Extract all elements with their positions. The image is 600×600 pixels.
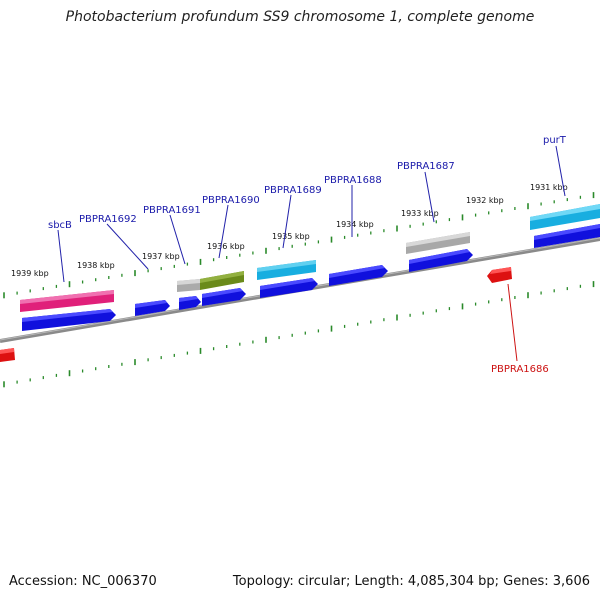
kbp-label-1931: 1931 kbp (530, 183, 568, 192)
kbp-label-1938: 1938 kbp (77, 261, 115, 270)
feature-purT-box[interactable] (530, 204, 600, 230)
gene-label-purT[interactable]: purT (543, 135, 567, 146)
gene-leader-lines (57, 145, 566, 283)
gene-label-pbpra1690[interactable]: PBPRA1690 (202, 195, 260, 206)
feature-pbpra1689-box[interactable] (257, 260, 316, 280)
kbp-label-1936: 1936 kbp (207, 242, 245, 251)
genome-summary-text: Topology: circular; Length: 4,085,304 bp… (232, 574, 590, 589)
gene-label-pbpra1687[interactable]: PBPRA1687 (397, 161, 455, 172)
feature-pbpra1690-box[interactable] (200, 271, 244, 290)
kbp-label-1939: 1939 kbp (11, 269, 49, 278)
gene-label-pbpra1691[interactable]: PBPRA1691 (143, 205, 201, 216)
cds-arrow-pbpra1691[interactable] (179, 296, 201, 310)
cds-arrow-pbpra1687[interactable] (409, 249, 473, 272)
cds-arrow-left-edge[interactable] (0, 348, 15, 362)
feature-sbcB-box[interactable] (20, 290, 114, 312)
feature-pbpra1691-box[interactable] (177, 279, 200, 292)
cds-arrow-purT[interactable] (534, 224, 600, 248)
gene-label-pbpra1692[interactable]: PBPRA1692 (79, 214, 137, 225)
cds-arrow-pbpra1690[interactable] (202, 288, 246, 306)
gene-label-sbcB[interactable]: sbcB (48, 220, 72, 231)
cds-arrow-pbpra1692[interactable] (135, 300, 170, 316)
kbp-label-1932: 1932 kbp (466, 196, 504, 205)
gene-label-pbpra1686[interactable]: PBPRA1686 (491, 364, 549, 375)
kbp-label-1937: 1937 kbp (142, 252, 180, 261)
gene-label-pbpra1689[interactable]: PBPRA1689 (264, 185, 322, 196)
gene-leader-line-pbpra1686 (507, 283, 518, 362)
feature-pbpra1687-box[interactable] (406, 232, 470, 254)
map-title: Photobacterium profundum SS9 chromosome … (65, 9, 535, 25)
kbp-label-1933: 1933 kbp (401, 209, 439, 218)
cds-arrow-pbpra1688[interactable] (329, 265, 388, 286)
accession-text: Accession: NC_006370 (9, 574, 157, 589)
outer-tick-track (3, 192, 595, 299)
cds-arrow-sbcB[interactable] (22, 309, 116, 331)
gene-label-pbpra1688[interactable]: PBPRA1688 (324, 175, 382, 186)
cds-arrow-pbpra1686[interactable] (487, 267, 512, 283)
kbp-label-1934: 1934 kbp (336, 220, 374, 229)
kbp-label-1935: 1935 kbp (272, 232, 310, 241)
cds-arrow-pbpra1689[interactable] (260, 278, 318, 298)
inner-tick-track (3, 281, 595, 388)
